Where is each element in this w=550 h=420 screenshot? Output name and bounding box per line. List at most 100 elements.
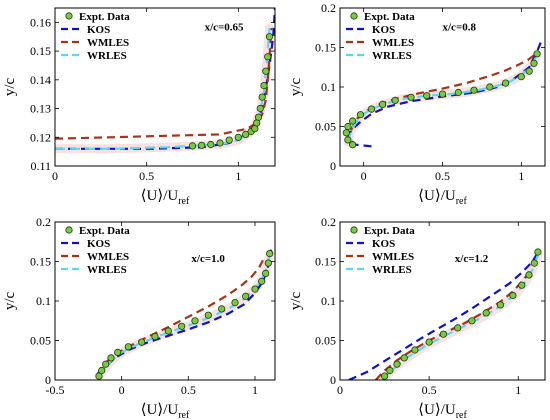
x-tick-label: 0.5 xyxy=(422,383,437,397)
y-tick-label: 0.16 xyxy=(30,15,51,29)
panel-2: 0 0.5 1 0 0.05 0.1 0.15 0.2 y/c ⟨U⟩/Uref x/c=0.8 Ex… xyxy=(288,1,546,207)
data-point xyxy=(95,372,103,380)
data-point xyxy=(411,346,419,354)
y-axis-label: y/c xyxy=(288,77,304,96)
x-tick-label: 1 xyxy=(518,169,524,183)
data-point xyxy=(231,298,239,307)
data-point xyxy=(260,82,268,90)
data-point xyxy=(501,79,510,87)
data-point xyxy=(348,117,357,125)
y-tick-label: 0 xyxy=(330,159,336,173)
data-point xyxy=(204,311,212,319)
panel-1: 0 0.5 1 0.11 0.12 0.13 0.14 0.15 0.16 y/c ⟨U⟩/Uref… xyxy=(2,7,276,207)
x-tick-label: 0.5 xyxy=(181,383,196,397)
y-tick-label: 0.13 xyxy=(30,102,51,116)
legend-label: KOS xyxy=(87,24,110,36)
x-axis-label: ⟨U⟩/Uref xyxy=(418,402,467,420)
data-point xyxy=(439,330,447,338)
series-line-wmles xyxy=(55,28,273,140)
y-axis-label: y/c xyxy=(2,291,18,310)
plot-area xyxy=(94,249,275,380)
legend-label: KOS xyxy=(372,238,395,250)
x-tick-label: 1 xyxy=(515,383,521,397)
y-axis-label: y/c xyxy=(288,291,304,310)
legend-label: WMLES xyxy=(87,251,129,263)
legend-label: Expt. Data xyxy=(364,11,415,23)
y-tick-label: 0.1 xyxy=(321,80,336,94)
y-tick-label: 0.1 xyxy=(36,294,51,308)
legend-label: WMLES xyxy=(372,37,414,49)
data-point xyxy=(378,100,387,109)
x-tick-label: 0 xyxy=(52,169,58,183)
data-point xyxy=(454,324,462,332)
data-point xyxy=(138,338,146,346)
legend-label: WMLES xyxy=(87,37,129,49)
series-line-wmles xyxy=(350,54,535,131)
data-point xyxy=(454,88,462,97)
data-point xyxy=(438,90,447,98)
data-point xyxy=(234,133,242,141)
series-line-wrles xyxy=(346,54,539,143)
y-tick-label: 0 xyxy=(330,373,336,387)
data-point xyxy=(393,360,401,368)
x-tick-label: 0.5 xyxy=(435,169,450,183)
data-point xyxy=(225,136,233,144)
y-tick-label: 0 xyxy=(45,373,51,387)
y-tick-label: 0.14 xyxy=(30,73,51,87)
x-tick-label: -0.5 xyxy=(46,383,65,397)
data-point xyxy=(367,105,376,113)
data-point xyxy=(107,354,115,362)
data-point xyxy=(534,248,542,256)
station-annotation: x/c=1.0 xyxy=(191,253,225,265)
data-point xyxy=(242,130,250,138)
data-point xyxy=(188,142,197,150)
y-tick-label: 0.11 xyxy=(30,159,51,173)
legend-marker xyxy=(350,12,358,20)
data-point xyxy=(517,73,525,81)
legend-label: KOS xyxy=(87,238,110,250)
x-axis-label: ⟨U⟩/Uref xyxy=(418,188,467,207)
series-line-kos xyxy=(348,249,541,380)
y-tick-label: 0.2 xyxy=(36,215,51,229)
data-point xyxy=(258,277,266,285)
series-line-kos xyxy=(96,249,273,375)
legend-marker xyxy=(65,12,73,20)
data-point xyxy=(407,93,415,101)
legend-label: WRLES xyxy=(87,264,127,276)
data-point xyxy=(470,86,478,94)
data-point xyxy=(386,366,394,375)
axes-frame xyxy=(54,7,276,167)
y-axis-label: y/c xyxy=(2,77,18,96)
data-point xyxy=(533,50,541,58)
x-axis-label: ⟨U⟩/Uref xyxy=(141,402,190,420)
data-point xyxy=(518,281,526,289)
data-point xyxy=(342,129,350,137)
data-point xyxy=(486,83,494,91)
data-point xyxy=(400,354,408,362)
y-tick-label: 0.15 xyxy=(30,44,51,58)
plot-area xyxy=(55,8,275,154)
legend-label: WMLES xyxy=(372,251,414,263)
y-tick-label: 0.15 xyxy=(315,255,336,269)
y-tick-label: 0.1 xyxy=(321,294,336,308)
data-point xyxy=(530,59,538,67)
data-point xyxy=(218,305,226,313)
data-point xyxy=(102,360,110,368)
data-point xyxy=(262,67,270,75)
data-point xyxy=(164,327,172,335)
y-tick-label: 0.2 xyxy=(321,215,336,229)
data-point xyxy=(198,141,206,149)
y-tick-label: 0.15 xyxy=(315,41,336,55)
legend-label: Expt. Data xyxy=(79,11,130,23)
data-point xyxy=(482,309,490,317)
data-point xyxy=(258,93,266,101)
data-point xyxy=(525,67,533,75)
legend-label: WRLES xyxy=(372,50,412,62)
plot-area xyxy=(342,39,543,149)
data-point xyxy=(423,92,431,100)
data-point xyxy=(114,348,122,356)
legend-label: Expt. Data xyxy=(364,225,415,237)
